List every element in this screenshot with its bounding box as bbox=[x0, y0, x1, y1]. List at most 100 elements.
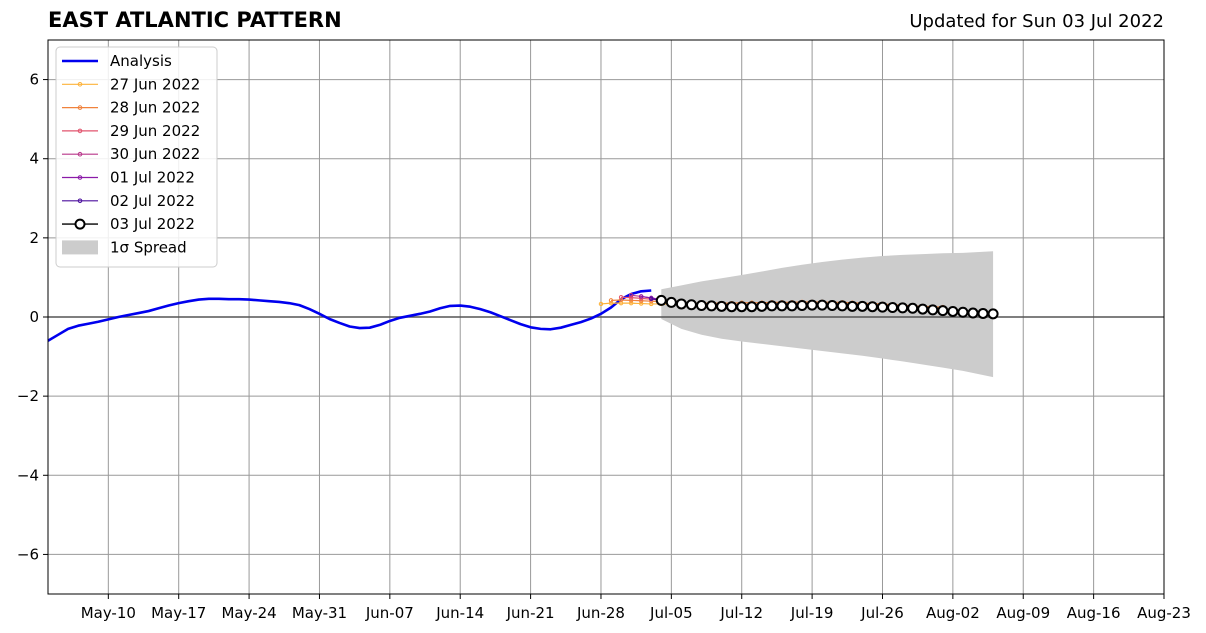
legend-label: 27 Jun 2022 bbox=[110, 75, 200, 93]
x-tick-label: Aug-23 bbox=[1137, 604, 1191, 622]
y-tick-label: −6 bbox=[17, 545, 39, 563]
forecast-point bbox=[947, 305, 959, 317]
x-tick-label: Jul-26 bbox=[860, 604, 904, 622]
forecast-point bbox=[685, 299, 697, 311]
forecast-point bbox=[907, 302, 919, 314]
forecast-point bbox=[598, 301, 604, 307]
y-tick-label: 2 bbox=[29, 229, 39, 247]
legend-label: 29 Jun 2022 bbox=[110, 122, 200, 140]
forecast-point bbox=[826, 300, 838, 312]
y-tick-label: −4 bbox=[17, 466, 39, 484]
chart-title: EAST ATLANTIC PATTERN bbox=[48, 8, 342, 32]
legend-entry: 29 Jun 2022 bbox=[62, 122, 200, 140]
legend-box bbox=[55, 46, 218, 268]
legend-swatch bbox=[62, 240, 98, 255]
legend: Analysis 27 Jun 2022 28 Jun 2022 29 Jun 202… bbox=[55, 46, 218, 268]
legend-entry: 30 Jun 2022 bbox=[62, 145, 200, 163]
x-tick-label: May-24 bbox=[221, 604, 276, 622]
forecast-point bbox=[628, 300, 634, 306]
legend-label: 30 Jun 2022 bbox=[110, 145, 200, 163]
forecast-point bbox=[628, 295, 634, 300]
forecast-point bbox=[628, 298, 634, 303]
legend-entry: 03 Jul 2022 bbox=[62, 215, 195, 233]
forecast-point bbox=[655, 294, 667, 306]
legend-entry: 27 Jun 2022 bbox=[62, 75, 200, 93]
y-tick-label: −2 bbox=[17, 387, 39, 405]
x-tick-label: Jul-05 bbox=[649, 604, 693, 622]
x-tick-label: May-10 bbox=[81, 604, 136, 622]
forecast-point bbox=[608, 300, 614, 306]
x-tick-label: Jun-07 bbox=[365, 604, 414, 622]
axes: May-10 May-17 May-24 May-31 Jun-07 Jun-14 Jun-… bbox=[17, 39, 1191, 622]
y-tick-label: 0 bbox=[29, 308, 39, 326]
chart-subtitle: Updated for Sun 03 Jul 2022 bbox=[909, 11, 1164, 32]
forecast-series-7 bbox=[655, 294, 999, 320]
forecast-point bbox=[746, 301, 758, 313]
legend-marker bbox=[77, 175, 83, 180]
forecast-point bbox=[816, 299, 828, 311]
x-tick-label: May-31 bbox=[292, 604, 347, 622]
forecast-point bbox=[836, 300, 848, 312]
forecast-point bbox=[618, 297, 624, 303]
forecast-point bbox=[806, 299, 818, 311]
forecast-point bbox=[987, 308, 999, 320]
forecast-point bbox=[766, 300, 778, 312]
forecast-point bbox=[846, 300, 858, 312]
legend-label: Analysis bbox=[110, 52, 172, 70]
forecast-point bbox=[786, 300, 798, 312]
forecast-point bbox=[716, 300, 728, 312]
analysis-series bbox=[47, 289, 652, 342]
x-tick-label: Jun-21 bbox=[506, 604, 555, 622]
forecast-point bbox=[917, 303, 929, 315]
legend-entry: Analysis bbox=[62, 52, 172, 70]
forecast-point bbox=[696, 300, 708, 312]
x-tick-label: Aug-02 bbox=[926, 604, 980, 622]
legend-label: 1σ Spread bbox=[110, 238, 187, 256]
legend-marker bbox=[77, 198, 83, 204]
legend-marker bbox=[77, 128, 83, 134]
x-tick-label: Jul-12 bbox=[719, 604, 763, 622]
forecast-point bbox=[638, 301, 644, 306]
forecast-point bbox=[887, 302, 899, 314]
spread-band bbox=[661, 251, 994, 378]
legend-marker bbox=[74, 218, 86, 230]
legend-entry: 1σ Spread bbox=[62, 238, 187, 256]
legend-marker bbox=[77, 82, 83, 87]
x-tick-label: Aug-16 bbox=[1067, 604, 1121, 622]
legend-entry: 28 Jun 2022 bbox=[62, 99, 200, 117]
forecast-point bbox=[897, 302, 909, 314]
forecast-point bbox=[618, 295, 624, 300]
forecast-point bbox=[927, 304, 939, 316]
forecast-point bbox=[665, 296, 677, 308]
legend-marker bbox=[77, 105, 83, 110]
forecast-point bbox=[756, 300, 768, 312]
legend-marker bbox=[77, 151, 83, 157]
forecast-point bbox=[675, 298, 687, 310]
forecast-point bbox=[866, 301, 878, 313]
forecast-point bbox=[876, 301, 888, 313]
legend-entry: 01 Jul 2022 bbox=[62, 169, 195, 187]
forecast-point bbox=[649, 296, 654, 301]
forecast-point bbox=[649, 301, 654, 307]
y-tick-label: 4 bbox=[29, 150, 39, 168]
forecast-series bbox=[598, 293, 999, 320]
legend-label: 01 Jul 2022 bbox=[110, 169, 195, 187]
forecast-point bbox=[967, 307, 979, 319]
forecast-point bbox=[638, 298, 644, 303]
forecast-point bbox=[638, 294, 644, 299]
y-tick-label: 6 bbox=[29, 71, 39, 89]
x-tick-label: Jun-14 bbox=[435, 604, 484, 622]
forecast-point bbox=[977, 307, 989, 319]
forecast-point bbox=[726, 301, 738, 313]
analysis-line bbox=[47, 289, 652, 342]
forecast-point bbox=[776, 300, 788, 312]
forecast-point bbox=[937, 305, 949, 317]
spread-area bbox=[661, 251, 994, 378]
legend-label: 02 Jul 2022 bbox=[110, 192, 195, 210]
forecast-point bbox=[796, 300, 808, 312]
forecast-point bbox=[706, 300, 718, 312]
legend-label: 28 Jun 2022 bbox=[110, 99, 200, 117]
x-tick-label: Jun-28 bbox=[576, 604, 625, 622]
x-tick-label: May-17 bbox=[151, 604, 206, 622]
